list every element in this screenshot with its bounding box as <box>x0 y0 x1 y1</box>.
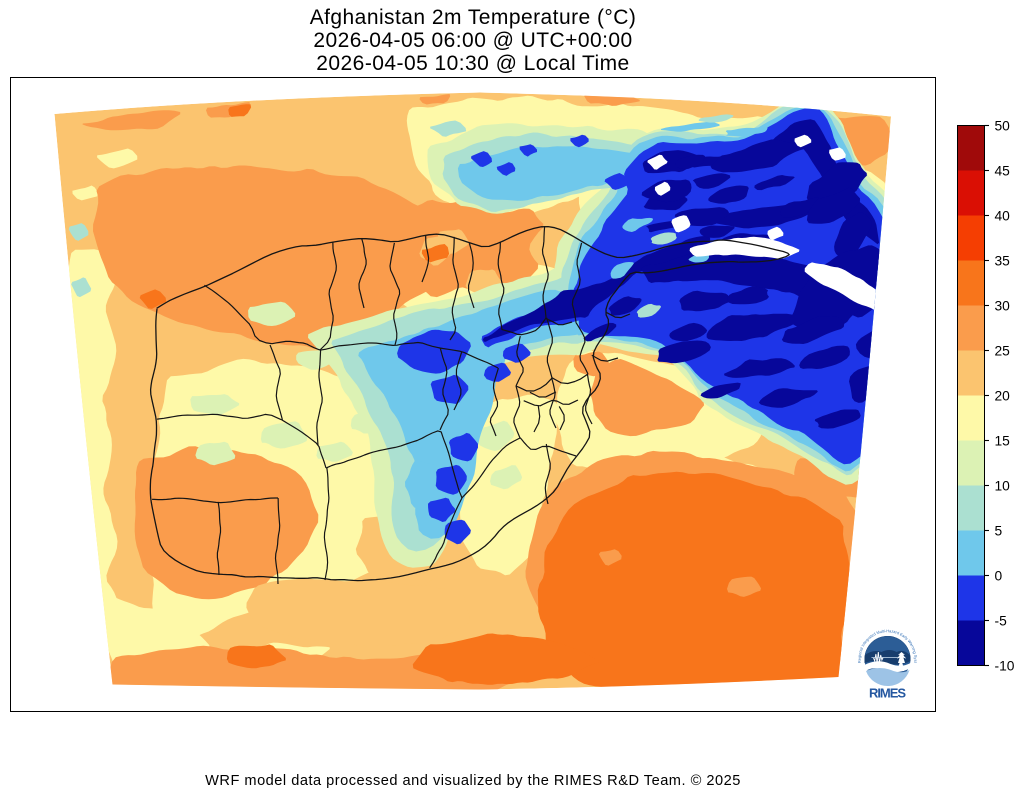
svg-text:25: 25 <box>995 344 1011 359</box>
svg-text:-10: -10 <box>995 659 1015 674</box>
svg-text:15: 15 <box>995 434 1011 449</box>
svg-text:RIMES: RIMES <box>869 686 906 701</box>
svg-text:50: 50 <box>995 119 1011 134</box>
svg-text:30: 30 <box>995 299 1011 314</box>
svg-text:10: 10 <box>995 479 1011 494</box>
svg-text:40: 40 <box>995 209 1011 224</box>
svg-text:35: 35 <box>995 254 1011 269</box>
svg-text:0: 0 <box>995 569 1003 584</box>
svg-text:5: 5 <box>995 524 1003 539</box>
svg-text:-5: -5 <box>995 614 1008 629</box>
svg-text:20: 20 <box>995 389 1011 404</box>
svg-text:45: 45 <box>995 164 1011 179</box>
